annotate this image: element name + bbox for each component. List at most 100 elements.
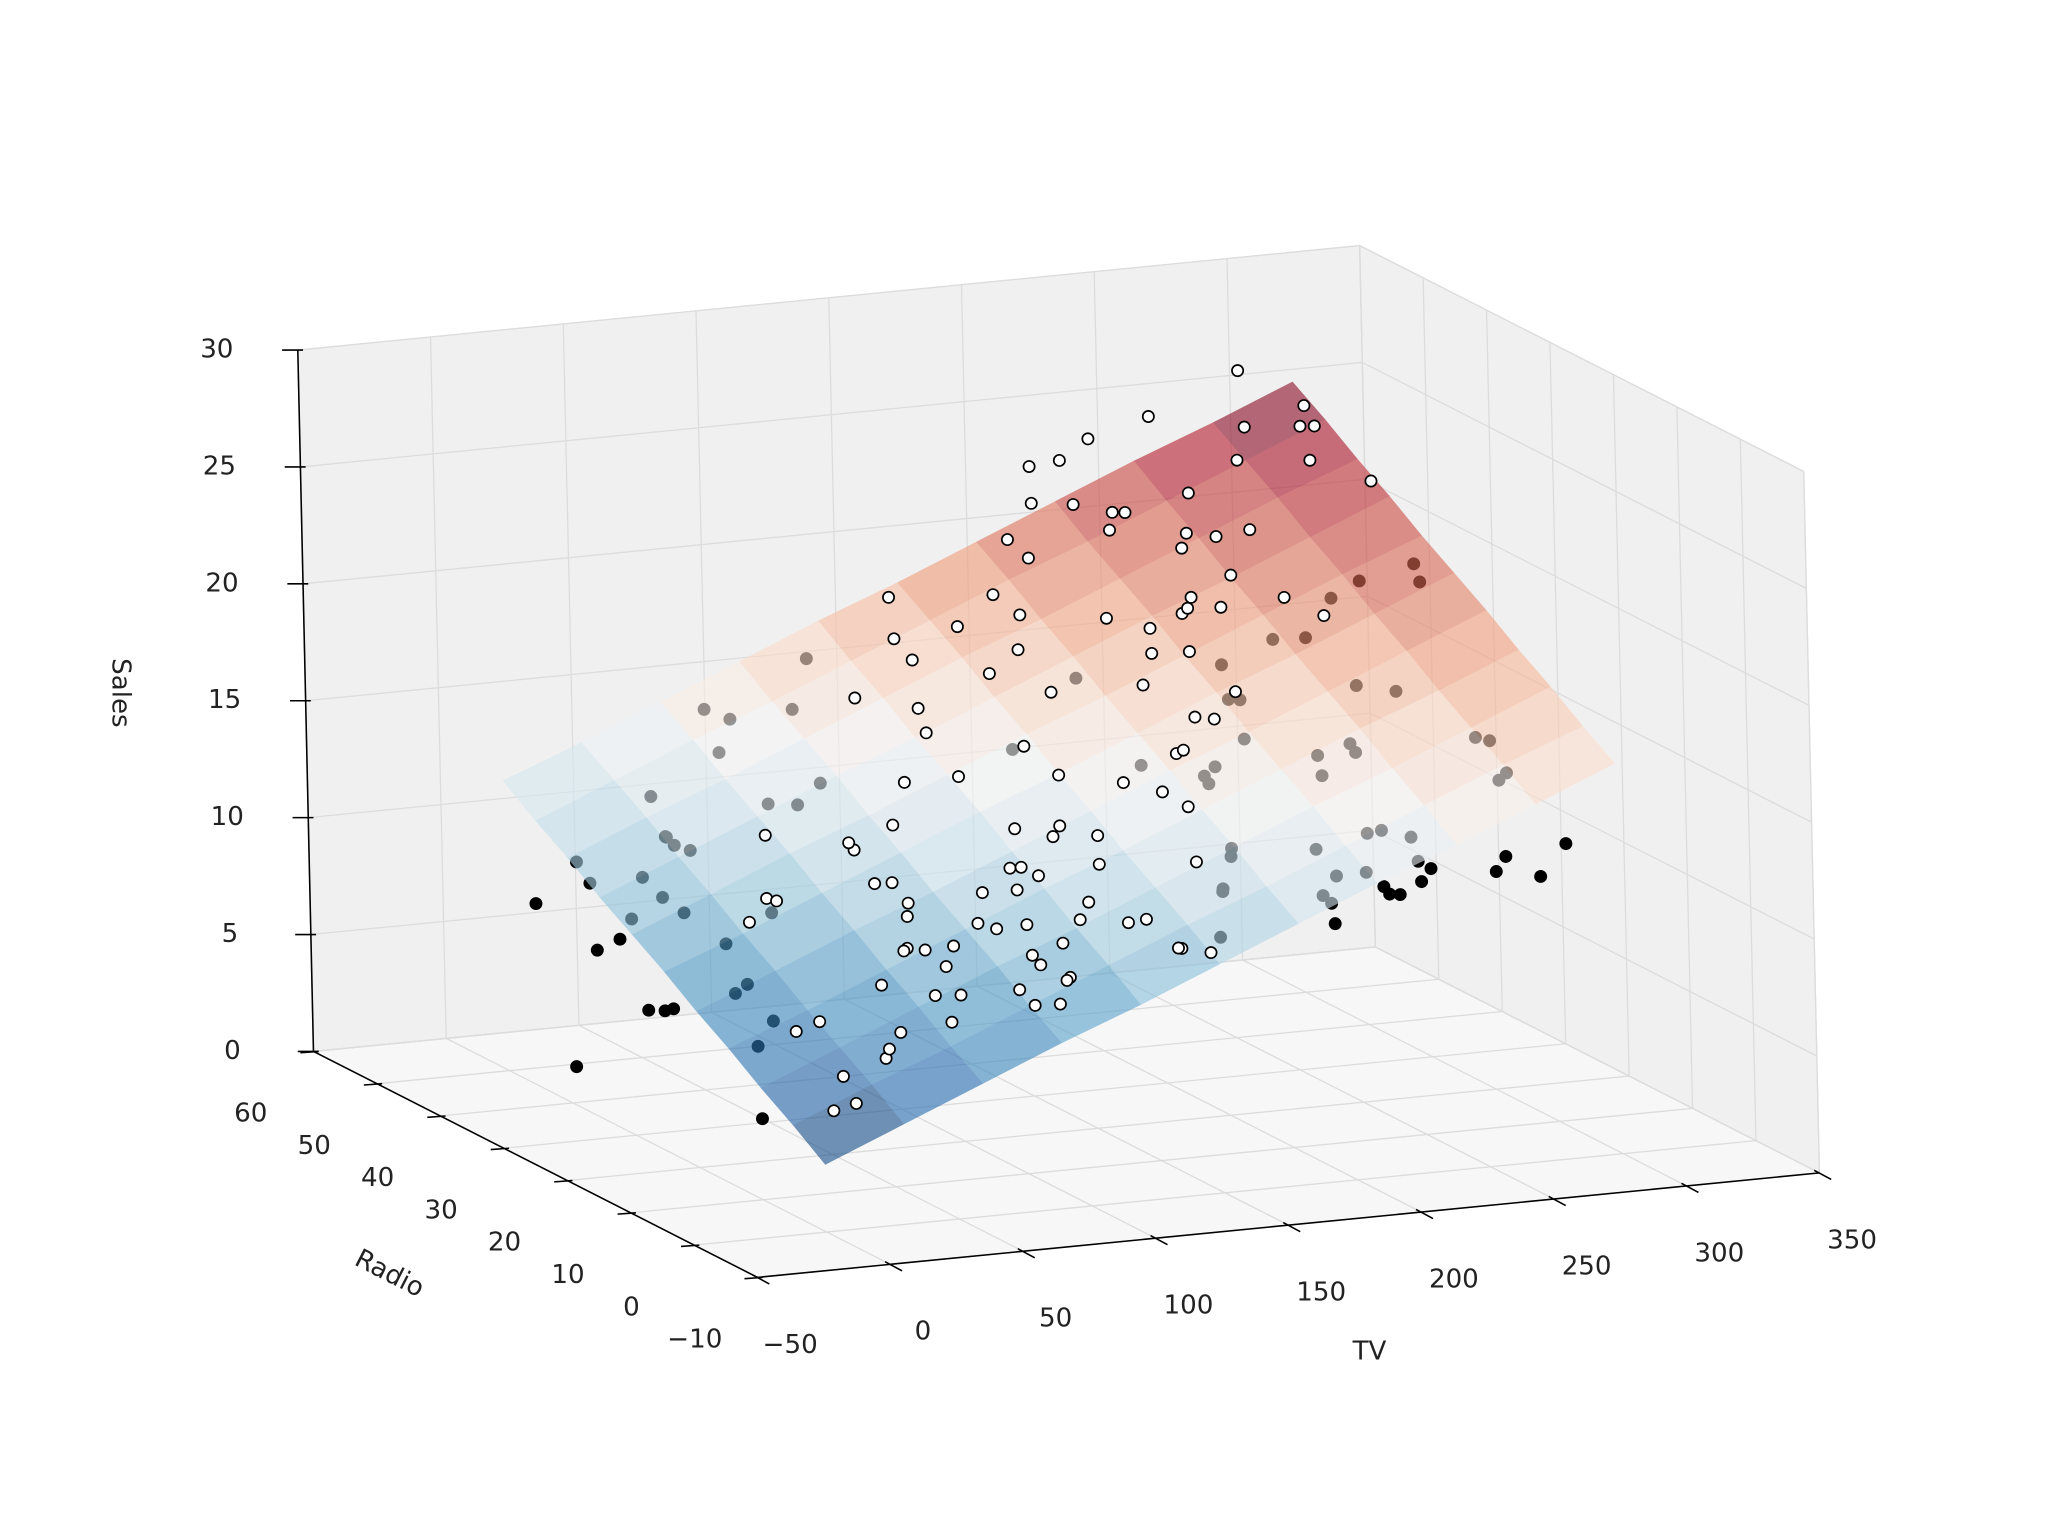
z-tick-label: 25 — [203, 451, 236, 481]
data-point — [1118, 506, 1132, 519]
y-tick — [744, 1276, 763, 1280]
y-tick-label: 10 — [551, 1260, 584, 1290]
z-tick-label: 15 — [208, 685, 241, 715]
data-point — [1121, 916, 1135, 930]
data-point — [1243, 523, 1257, 537]
x-tick — [1548, 1195, 1567, 1207]
data-point — [1204, 946, 1218, 960]
data-point — [813, 1015, 827, 1029]
data-point — [1139, 912, 1153, 926]
x-tick — [884, 1261, 903, 1272]
data-point — [928, 989, 942, 1003]
data-point — [1060, 973, 1074, 987]
data-point — [1230, 453, 1244, 467]
data-point — [1092, 857, 1106, 871]
data-point — [1081, 432, 1095, 446]
data-point — [1025, 948, 1039, 962]
grid-line — [567, 1075, 1630, 1182]
data-point — [848, 691, 862, 705]
data-point — [1020, 918, 1034, 932]
data-point — [894, 1025, 908, 1039]
grid-line — [503, 1043, 1566, 1149]
data-point — [849, 1096, 863, 1110]
data-point — [1053, 997, 1067, 1011]
data-point — [1000, 533, 1014, 547]
data-point — [975, 886, 989, 900]
x-tick-label: 0 — [915, 1317, 932, 1347]
surface-tile — [1212, 381, 1326, 461]
data-point — [1013, 608, 1027, 622]
data-point — [885, 876, 899, 890]
data-point — [900, 910, 914, 923]
data-point — [971, 916, 985, 930]
data-point — [789, 1024, 803, 1038]
data-point — [1003, 861, 1017, 875]
x-tick-label: 300 — [1694, 1238, 1744, 1268]
data-point — [1176, 743, 1190, 757]
x-tick-label: 250 — [1562, 1251, 1612, 1281]
data-point — [1559, 837, 1573, 851]
data-point — [1056, 936, 1070, 950]
data-point — [911, 701, 925, 715]
data-point — [918, 943, 932, 957]
grid-line — [1359, 244, 1805, 473]
data-point — [897, 775, 911, 789]
data-point — [1172, 941, 1185, 955]
data-point — [1013, 983, 1027, 997]
data-point — [1209, 530, 1223, 544]
data-point — [1182, 645, 1196, 659]
grid-line — [1109, 972, 1555, 1200]
data-point — [1046, 830, 1060, 844]
data-point — [1008, 822, 1022, 836]
data-point — [1237, 420, 1251, 434]
data-point — [882, 1042, 896, 1056]
grid-line — [1364, 478, 1810, 706]
data-point — [1328, 917, 1342, 931]
data-point — [1024, 496, 1038, 510]
data-point — [1143, 621, 1157, 635]
grid-line — [694, 1139, 1757, 1246]
grid-line — [630, 1107, 1693, 1214]
data-point — [1011, 643, 1025, 657]
data-point — [1091, 829, 1105, 843]
data-point — [1534, 869, 1548, 883]
y-tick — [427, 1115, 446, 1119]
data-point — [1393, 888, 1407, 902]
data-point — [882, 590, 895, 604]
data-point — [742, 915, 756, 929]
data-point — [1044, 685, 1058, 699]
data-point — [950, 620, 964, 634]
data-point — [842, 836, 856, 850]
x-tick-label: 50 — [1039, 1304, 1072, 1334]
data-point — [947, 939, 961, 953]
y-tick-label: 40 — [361, 1163, 394, 1193]
x-tick-label: 100 — [1163, 1291, 1213, 1321]
data-point — [1231, 364, 1245, 378]
data-point — [952, 770, 965, 784]
data-point — [919, 726, 933, 740]
data-point — [529, 897, 543, 911]
y-tick-label: 60 — [234, 1099, 267, 1129]
data-point — [1181, 800, 1195, 814]
y-tick-label: 50 — [298, 1131, 331, 1161]
z-tick-label: 0 — [224, 1036, 241, 1066]
y-tick — [363, 1082, 383, 1086]
x-tick-label: 350 — [1827, 1225, 1877, 1255]
data-point — [1415, 875, 1429, 889]
data-point — [897, 944, 911, 958]
data-point — [1099, 611, 1113, 625]
data-point — [1136, 678, 1150, 692]
x-tick — [1415, 1208, 1434, 1220]
data-point — [875, 978, 889, 992]
data-point — [827, 1104, 841, 1118]
data-point — [1155, 785, 1169, 799]
data-point — [1297, 399, 1311, 413]
data-point — [590, 943, 604, 957]
data-point — [1017, 739, 1031, 753]
data-point — [982, 667, 996, 681]
data-point — [1188, 710, 1202, 724]
data-point — [1189, 855, 1203, 869]
data-point — [1028, 998, 1042, 1012]
grid-line — [297, 244, 1360, 351]
data-point — [758, 828, 772, 842]
